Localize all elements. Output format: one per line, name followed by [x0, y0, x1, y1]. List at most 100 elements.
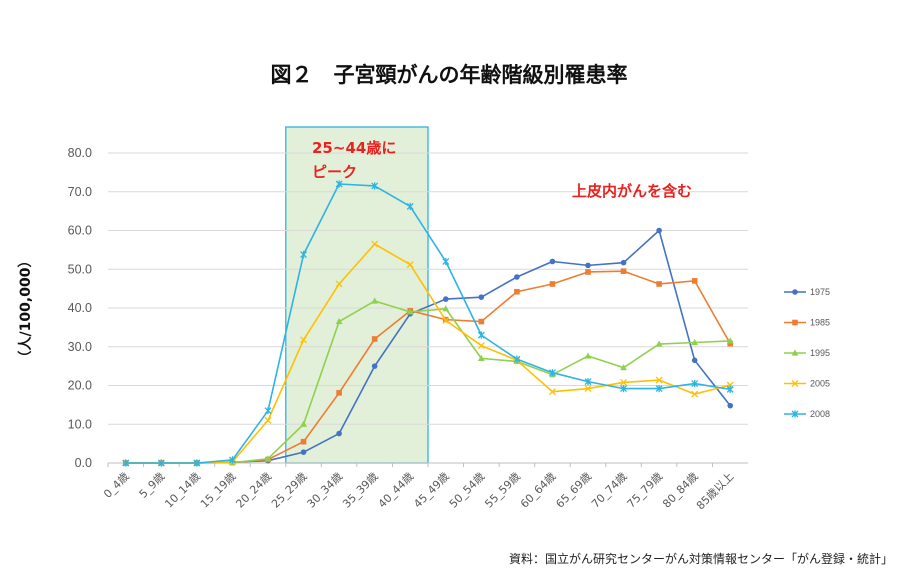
legend-item-1995: 1995 — [784, 348, 830, 358]
x-tick-label: 15_19歳 — [198, 470, 239, 511]
data-point — [691, 379, 699, 388]
legend-marker — [792, 319, 798, 326]
data-point — [300, 438, 307, 445]
data-point — [264, 455, 272, 462]
data-point — [335, 180, 343, 188]
legend-item-2005: 2005 — [784, 379, 830, 389]
data-point — [371, 363, 378, 369]
x-tick-label: 25_29歳 — [269, 470, 310, 511]
data-point — [371, 297, 379, 304]
data-point — [620, 385, 628, 393]
series-line — [125, 183, 731, 464]
legend-marker — [791, 349, 799, 356]
x-tick-label: 50_54歳 — [447, 470, 488, 511]
data-point — [548, 388, 556, 396]
data-point — [478, 318, 485, 325]
data-point — [478, 294, 485, 300]
x-tick-label: 5_9歳 — [137, 470, 168, 501]
x-tick-label: 10_14歳 — [162, 470, 203, 511]
data-point — [584, 378, 592, 386]
y-tick-label: 50.0 — [68, 262, 92, 276]
y-tick-label: 20.0 — [68, 379, 92, 393]
data-point — [548, 369, 556, 377]
data-point — [442, 305, 450, 312]
legend-item-2008: 2008 — [784, 409, 830, 419]
data-point — [477, 331, 485, 339]
data-point — [335, 280, 343, 288]
data-point — [691, 357, 698, 364]
carcinoma-in-situ-note: 上皮内がんを含む — [572, 182, 692, 200]
data-point — [620, 259, 627, 266]
data-point — [193, 459, 201, 467]
data-point — [406, 261, 414, 269]
data-point — [726, 337, 734, 344]
x-axis-ticks: 0_4歳 5_9歳10_14歳15_19歳20_24歳25_29歳30_34歳35… — [101, 463, 736, 512]
data-point — [477, 342, 485, 350]
legend-label: 1985 — [810, 318, 830, 328]
legend-marker — [792, 289, 798, 295]
legend-item-1985: 1985 — [784, 318, 830, 328]
y-tick-label: 30.0 — [68, 340, 92, 354]
legend-label: 2008 — [810, 409, 830, 419]
data-point — [620, 268, 627, 274]
data-point — [727, 340, 734, 347]
data-point — [157, 459, 165, 467]
series-line — [125, 243, 731, 464]
data-point — [691, 338, 699, 346]
data-point — [584, 385, 592, 393]
data-point — [655, 385, 663, 393]
data-point — [228, 456, 236, 464]
data-point — [406, 202, 414, 211]
data-point — [122, 459, 130, 467]
data-point — [300, 449, 307, 455]
legend: 1975 1985 1995 2005 2008 — [784, 287, 830, 419]
legend-label: 1995 — [810, 348, 830, 358]
series-lines — [122, 180, 734, 467]
data-point — [335, 317, 343, 325]
x-tick-label: 45_49歳 — [411, 470, 452, 511]
data-point — [549, 258, 556, 265]
data-point — [620, 364, 627, 371]
data-point — [620, 378, 628, 386]
data-point — [549, 281, 556, 287]
data-point — [406, 308, 414, 315]
x-tick-label: 70_74歳 — [589, 470, 630, 511]
data-point — [691, 390, 699, 398]
x-tick-label: 30_34歳 — [305, 470, 346, 511]
data-point — [514, 274, 520, 280]
x-tick-label: 55_59歳 — [482, 470, 523, 511]
peak-annotation-line2: ピーク — [312, 163, 357, 181]
data-point — [300, 336, 308, 344]
data-point — [371, 182, 379, 190]
peak-annotation-line1: 25~44歳に — [312, 139, 396, 157]
y-tick-label: 10.0 — [68, 417, 92, 431]
legend-item-1975: 1975 — [784, 287, 830, 297]
x-tick-label: 35_39歳 — [340, 470, 381, 511]
data-point — [442, 296, 449, 302]
legend-label: 1975 — [810, 287, 830, 297]
y-axis-label: （人/100,000） — [17, 254, 34, 365]
data-point — [477, 354, 485, 361]
x-tick-label: 75_79歳 — [625, 470, 666, 511]
data-point — [336, 430, 342, 437]
data-point — [371, 336, 378, 342]
data-point — [656, 227, 662, 234]
x-tick-label: 0_4歳 — [101, 470, 132, 501]
y-tick-label: 70.0 — [68, 185, 92, 199]
x-tick-label: 85歳以上 — [694, 470, 736, 512]
data-point — [727, 402, 734, 409]
chart-title: 図２ 子宮頸がんの年齢階級別罹患率 — [271, 63, 628, 87]
data-point — [655, 340, 663, 347]
x-tick-label: 20_24歳 — [233, 470, 274, 511]
data-point — [300, 420, 307, 427]
data-point — [585, 262, 591, 269]
data-point — [264, 416, 272, 424]
data-point — [336, 390, 342, 396]
data-point — [585, 269, 591, 275]
data-point — [691, 278, 698, 284]
data-point — [264, 407, 272, 415]
data-point — [300, 250, 308, 259]
y-tick-label: 0.0 — [75, 456, 92, 470]
data-point — [584, 352, 592, 359]
